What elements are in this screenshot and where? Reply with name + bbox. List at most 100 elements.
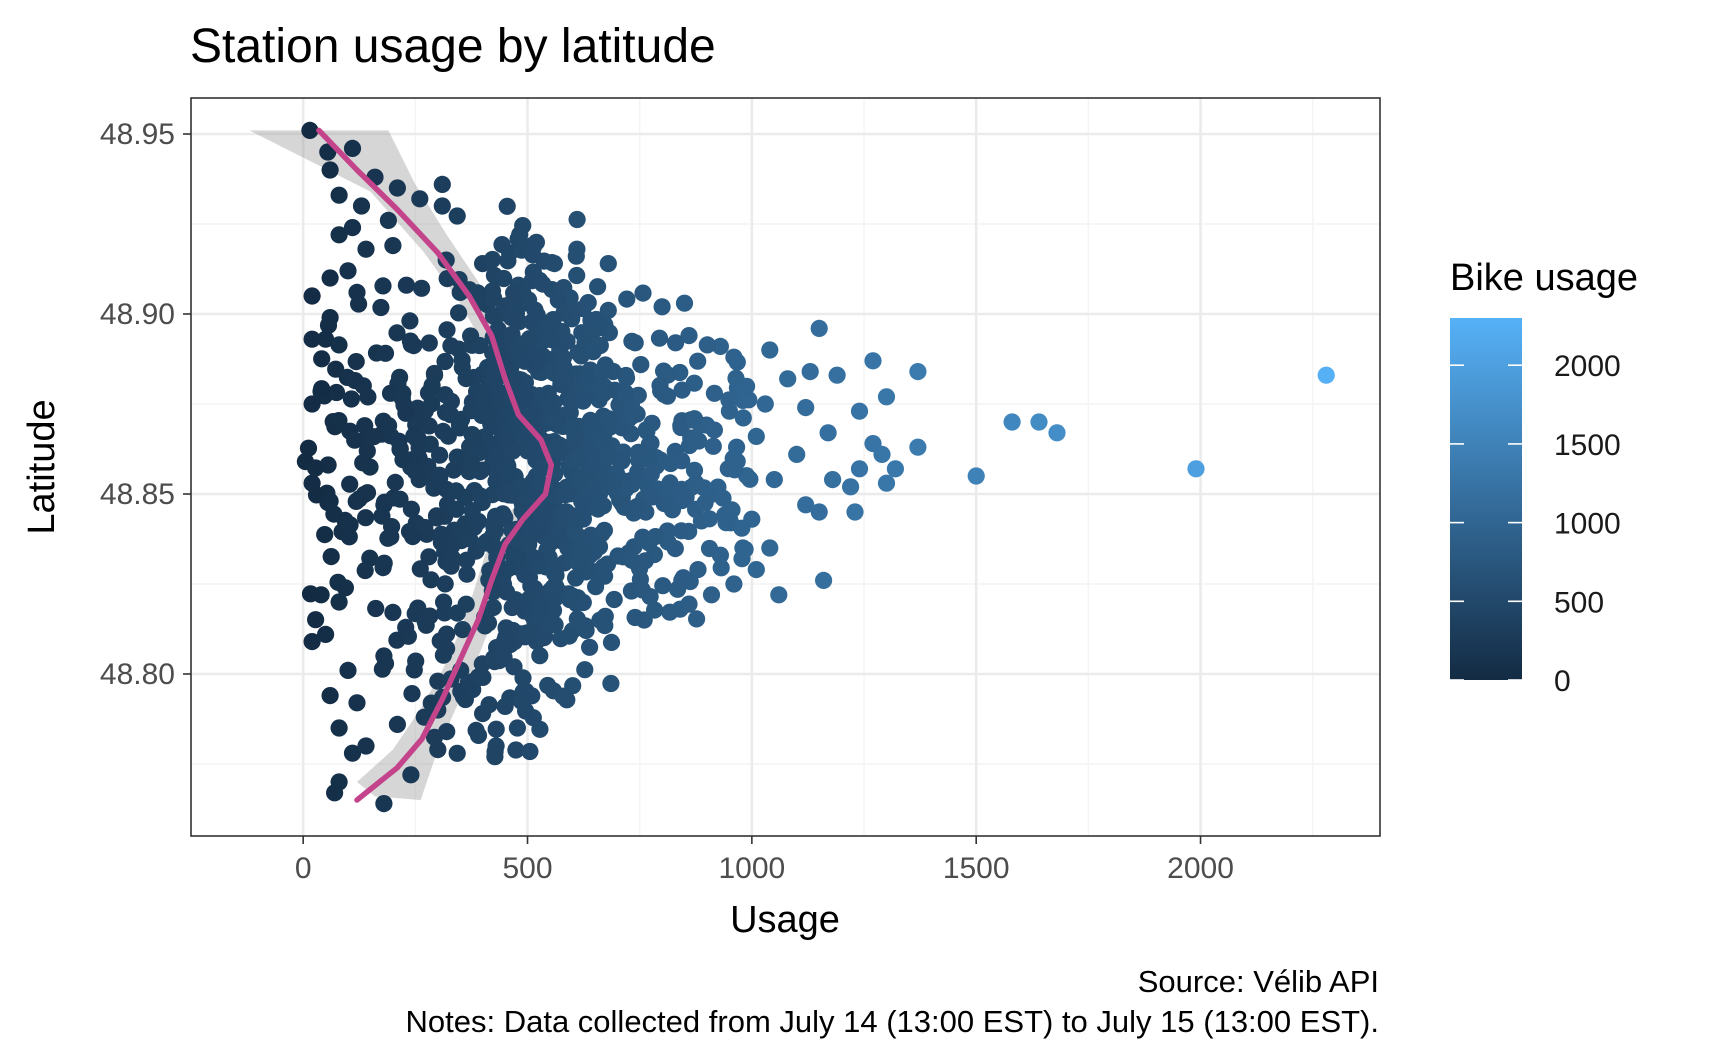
data-point: [330, 412, 348, 430]
data-point: [569, 450, 587, 468]
data-point: [374, 412, 392, 430]
data-point: [488, 447, 506, 466]
data-point: [462, 454, 480, 472]
data-point: [330, 336, 348, 354]
data-point: [733, 519, 751, 537]
data-point: [543, 254, 561, 272]
data-point: [545, 564, 564, 583]
data-point: [582, 455, 601, 473]
data-point: [486, 743, 504, 761]
data-point: [702, 586, 721, 604]
caption-notes: Notes: Data collected from July 14 (13:0…: [406, 1004, 1380, 1039]
data-point: [373, 507, 391, 525]
data-point: [654, 577, 672, 595]
data-point: [698, 336, 716, 354]
data-point: [674, 569, 692, 587]
data-point: [433, 175, 451, 193]
data-point: [489, 320, 507, 338]
data-point: [384, 237, 402, 255]
data-point: [327, 383, 346, 402]
data-point: [581, 638, 599, 656]
data-point: [520, 330, 539, 348]
data-point: [602, 674, 620, 693]
data-point: [357, 737, 375, 755]
data-point: [909, 363, 927, 381]
data-point: [493, 236, 511, 254]
data-point: [629, 443, 647, 461]
legend-title: Bike usage: [1450, 257, 1638, 299]
data-point: [689, 352, 707, 370]
data-point: [454, 621, 472, 639]
data-point: [397, 276, 415, 294]
data-point: [705, 384, 724, 402]
data-point: [531, 387, 549, 405]
data-point: [779, 370, 797, 388]
data-point: [685, 374, 703, 392]
data-point: [562, 419, 580, 437]
data-point: [326, 784, 344, 802]
data-point: [411, 190, 429, 208]
data-point: [508, 719, 526, 737]
data-point: [568, 526, 586, 544]
data-point: [788, 445, 806, 463]
data-point: [529, 347, 547, 365]
data-point: [720, 391, 738, 409]
data-point: [504, 284, 523, 302]
data-point: [700, 539, 719, 558]
data-point: [463, 426, 481, 444]
data-point: [346, 431, 364, 449]
data-point: [717, 514, 735, 532]
data-point: [321, 687, 339, 705]
data-point: [413, 279, 431, 297]
data-point: [886, 460, 905, 478]
data-point: [599, 255, 617, 273]
data-point: [514, 217, 532, 235]
data-point: [623, 407, 641, 425]
data-point: [685, 461, 704, 479]
data-point: [589, 500, 607, 518]
data-point: [810, 319, 828, 337]
plot-panel: [190, 97, 1381, 837]
data-point: [405, 661, 423, 679]
data-point: [524, 263, 542, 281]
data-point: [484, 599, 502, 617]
data-point: [436, 575, 454, 593]
data-point: [340, 528, 358, 546]
data-point: [450, 416, 469, 434]
data-point: [325, 505, 343, 523]
data-point: [420, 548, 438, 566]
colorbar: [1450, 318, 1522, 680]
data-point: [496, 631, 514, 650]
data-point: [367, 599, 385, 618]
data-point: [797, 496, 815, 514]
data-point: [877, 388, 896, 406]
data-point: [675, 294, 694, 312]
data-point: [303, 633, 321, 651]
data-point: [402, 336, 420, 354]
data-point: [307, 611, 325, 629]
data-point: [512, 477, 530, 495]
chart-title: Station usage by latitude: [190, 20, 716, 73]
data-point: [618, 290, 636, 308]
data-point: [403, 685, 421, 703]
x-axis-title: Usage: [730, 899, 840, 941]
data-point: [534, 509, 552, 528]
data-point: [646, 528, 665, 546]
data-point: [801, 363, 819, 381]
data-point: [303, 287, 321, 305]
data-point: [306, 459, 325, 477]
data-point: [650, 329, 669, 347]
data-point: [442, 392, 460, 410]
data-point: [429, 672, 447, 690]
data-point: [342, 390, 360, 408]
data-point: [397, 618, 415, 637]
data-point: [725, 575, 743, 593]
data-point: [384, 603, 402, 622]
data-point: [909, 438, 927, 456]
data-point: [470, 668, 488, 686]
data-point: [680, 595, 698, 613]
data-point: [530, 597, 549, 615]
data-point: [595, 377, 613, 395]
data-point: [579, 368, 597, 386]
data-point: [583, 482, 601, 500]
